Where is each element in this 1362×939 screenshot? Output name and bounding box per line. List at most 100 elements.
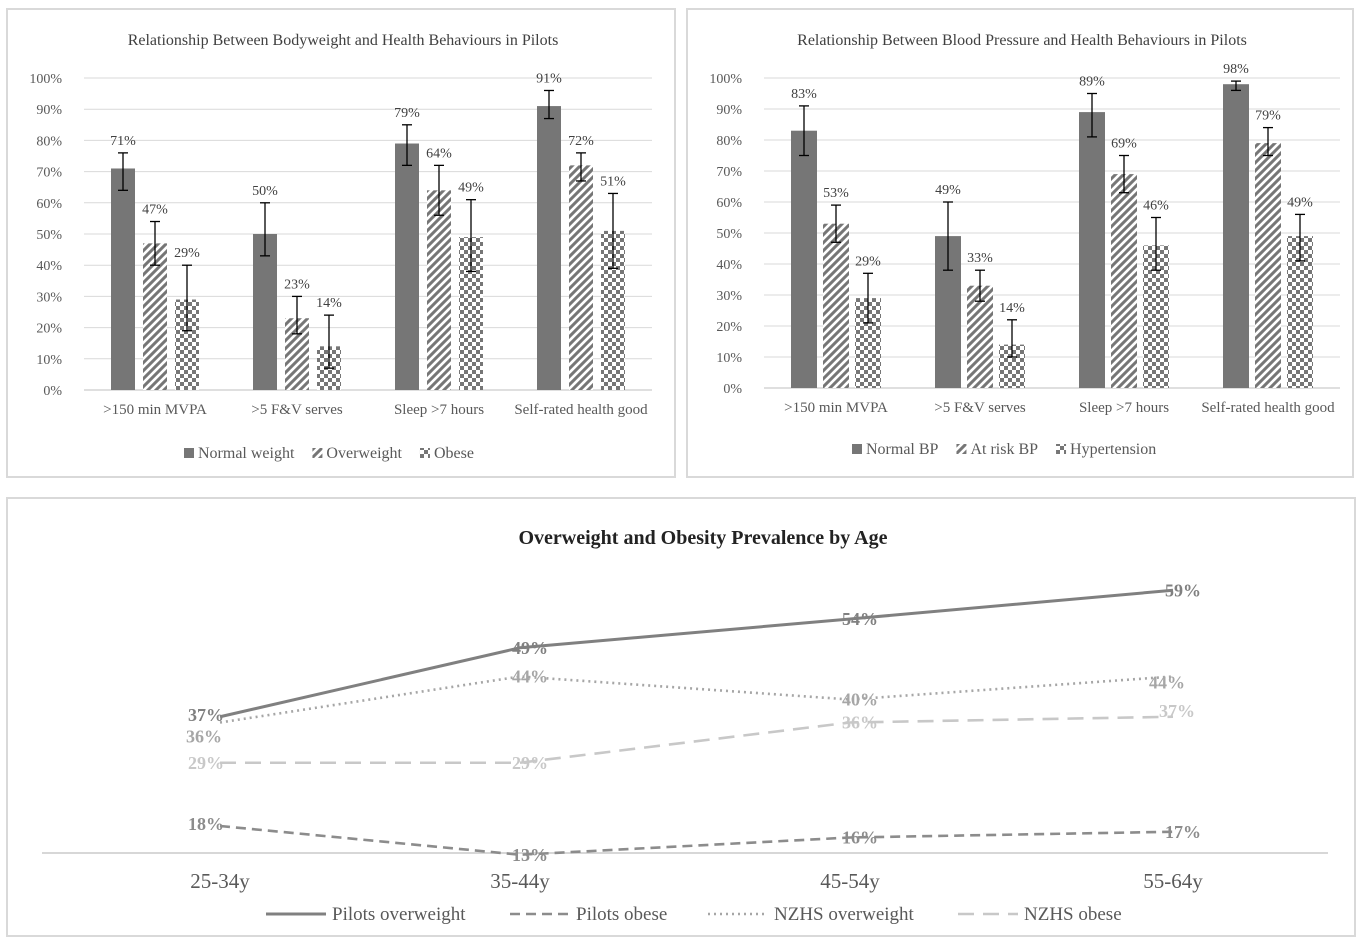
data-label-at-risk-bp: 69%: [1111, 137, 1137, 152]
data-label-hypertension: 49%: [1287, 195, 1313, 210]
bar-overweight: [427, 190, 451, 390]
bodyweight-bar-chart: Relationship Between Bodyweight and Heal…: [29, 32, 652, 462]
y-tick-label: 60%: [36, 197, 62, 212]
series-line-pilots-overweight: [219, 588, 1174, 719]
x-category-label: Self-rated health good: [1201, 400, 1335, 416]
y-tick-label: 50%: [716, 227, 742, 242]
data-label-pilots-overweight: 37%: [188, 705, 224, 725]
data-label-overweight: 64%: [426, 146, 452, 161]
legend-label-obese: Obese: [434, 445, 474, 462]
data-label-overweight: 47%: [142, 203, 168, 218]
x-category-label: >5 F&V serves: [251, 402, 343, 418]
legend-label-pilots-obese: Pilots obese: [576, 904, 667, 925]
bar-at-risk-bp: [1255, 143, 1281, 388]
legend-label-overweight: Overweight: [326, 445, 402, 462]
data-label-hypertension: 46%: [1143, 199, 1169, 214]
data-label-hypertension: 29%: [855, 254, 881, 269]
bar-normal-weight: [537, 106, 561, 390]
data-label-nzhs-obese: 37%: [1159, 701, 1195, 721]
bar-normal-bp: [791, 130, 817, 388]
data-label-pilots-obese: 13%: [512, 845, 548, 865]
legend-swatch-overweight: [312, 448, 323, 458]
data-label-normal-bp: 89%: [1079, 75, 1105, 90]
x-category-label: >150 min MVPA: [784, 400, 888, 416]
bar-normal-weight: [395, 143, 419, 390]
y-tick-label: 50%: [36, 228, 62, 243]
data-label-normal-weight: 50%: [252, 184, 278, 199]
data-label-nzhs-obese: 29%: [188, 753, 224, 773]
legend-label-normal-bp: Normal BP: [866, 441, 939, 458]
bar-overweight: [143, 243, 167, 390]
data-label-at-risk-bp: 33%: [967, 251, 993, 266]
data-label-nzhs-overweight: 44%: [1149, 673, 1185, 693]
x-category-label: 25-34y: [190, 869, 250, 893]
y-tick-label: 20%: [716, 320, 742, 335]
bar-normal-weight: [253, 234, 277, 390]
x-category-label: 55-64y: [1143, 869, 1203, 893]
data-label-obese: 29%: [174, 246, 200, 261]
legend-label-nzhs-overweight: NZHS overweight: [774, 904, 915, 925]
y-tick-label: 70%: [36, 166, 62, 181]
data-label-obese: 14%: [316, 296, 342, 311]
data-label-nzhs-overweight: 44%: [512, 667, 548, 687]
age-prevalence-line-chart: Overweight and Obesity Prevalence by Age…: [42, 527, 1328, 925]
data-label-hypertension: 14%: [999, 301, 1025, 316]
x-category-label: >5 F&V serves: [934, 400, 1026, 416]
data-label-overweight: 72%: [568, 134, 594, 149]
y-tick-label: 0%: [723, 382, 742, 397]
data-label-at-risk-bp: 79%: [1255, 109, 1281, 124]
data-label-pilots-overweight: 59%: [1165, 580, 1201, 600]
data-label-overweight: 23%: [284, 277, 310, 292]
y-tick-label: 70%: [716, 165, 742, 180]
chart-title: Overweight and Obesity Prevalence by Age: [518, 527, 887, 549]
data-label-normal-weight: 79%: [394, 106, 420, 121]
bar-normal-weight: [111, 168, 135, 390]
bar-at-risk-bp: [967, 285, 993, 388]
legend-swatch-hypertension: [1056, 444, 1067, 454]
legend-label-normal-weight: Normal weight: [198, 445, 295, 462]
data-label-nzhs-obese: 36%: [842, 713, 878, 733]
y-tick-label: 30%: [716, 289, 742, 304]
y-tick-label: 90%: [36, 103, 62, 118]
chart-title: Relationship Between Bodyweight and Heal…: [128, 32, 559, 49]
data-label-pilots-obese: 17%: [1165, 822, 1201, 842]
chart-panel-age-prevalence: Overweight and Obesity Prevalence by Age…: [6, 497, 1356, 937]
data-label-normal-weight: 91%: [536, 71, 562, 86]
blood-pressure-bar-chart: Relationship Between Blood Pressure and …: [709, 32, 1340, 458]
y-tick-label: 100%: [709, 72, 742, 87]
legend-swatch-normal-bp: [852, 444, 862, 454]
data-label-pilots-obese: 16%: [842, 828, 878, 848]
data-label-nzhs-overweight: 40%: [842, 690, 878, 710]
data-label-normal-bp: 49%: [935, 183, 961, 198]
y-tick-label: 90%: [716, 103, 742, 118]
y-tick-label: 40%: [716, 258, 742, 273]
x-category-label: Sleep >7 hours: [1079, 400, 1169, 416]
legend-label-hypertension: Hypertension: [1070, 441, 1156, 458]
data-label-pilots-overweight: 49%: [512, 638, 548, 658]
series-line-pilots-obese: [219, 824, 1174, 857]
legend-swatch-normal-weight: [184, 448, 194, 458]
bar-normal-bp: [1079, 112, 1105, 388]
data-label-normal-bp: 98%: [1223, 62, 1249, 77]
x-category-label: 35-44y: [490, 869, 550, 893]
y-tick-label: 100%: [29, 72, 62, 87]
bar-normal-bp: [1223, 84, 1249, 388]
data-label-normal-bp: 83%: [791, 87, 817, 102]
y-tick-label: 0%: [43, 384, 62, 399]
y-tick-label: 60%: [716, 196, 742, 211]
data-label-pilots-overweight: 54%: [842, 609, 878, 629]
data-label-obese: 51%: [600, 174, 626, 189]
x-category-label: Sleep >7 hours: [394, 402, 484, 418]
series-line-nzhs-overweight: [219, 675, 1174, 724]
data-label-normal-weight: 71%: [110, 134, 136, 149]
chart-panel-blood-pressure: Relationship Between Blood Pressure and …: [686, 8, 1354, 478]
x-category-label: >150 min MVPA: [103, 402, 207, 418]
y-tick-label: 20%: [36, 322, 62, 337]
data-label-pilots-obese: 18%: [188, 814, 224, 834]
chart-title: Relationship Between Blood Pressure and …: [797, 32, 1247, 49]
x-category-label: Self-rated health good: [514, 402, 648, 418]
data-label-nzhs-obese: 29%: [512, 753, 548, 773]
legend-swatch-obese: [419, 448, 430, 458]
legend-swatch-at-risk-bp: [956, 444, 967, 454]
legend-label-at-risk-bp: At risk BP: [970, 441, 1038, 458]
